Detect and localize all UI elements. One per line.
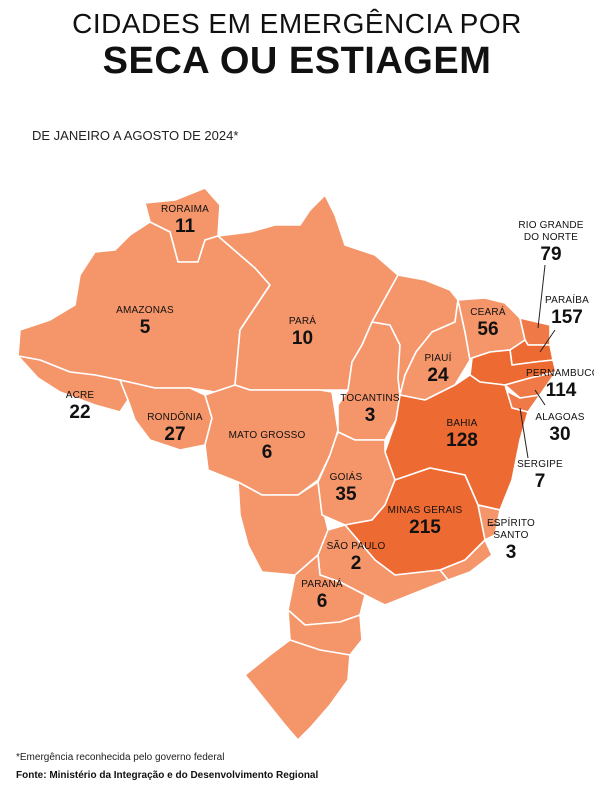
leader-line-paraiba — [539, 329, 556, 353]
source: Fonte: Ministério da Integração e do Des… — [16, 770, 319, 781]
subtitle: DE JANEIRO A AGOSTO DE 2024* — [32, 128, 239, 143]
state-mato-grosso — [204, 384, 339, 496]
footnote: *Emergência reconhecida pelo governo fed… — [16, 752, 225, 763]
title-line-2: SECA OU ESTIAGEM — [102, 40, 492, 82]
leader-line-alagoas — [534, 389, 546, 406]
state-rio-grande-do-sul — [244, 639, 351, 741]
state-espirito-santo — [477, 504, 501, 541]
title-line-1: CIDADES EM EMERGÊNCIA POR — [72, 8, 522, 39]
state-rondonia — [119, 379, 213, 451]
leader-line-rio-grande-do-norte — [537, 264, 546, 329]
leader-line-sergipe — [519, 407, 529, 459]
